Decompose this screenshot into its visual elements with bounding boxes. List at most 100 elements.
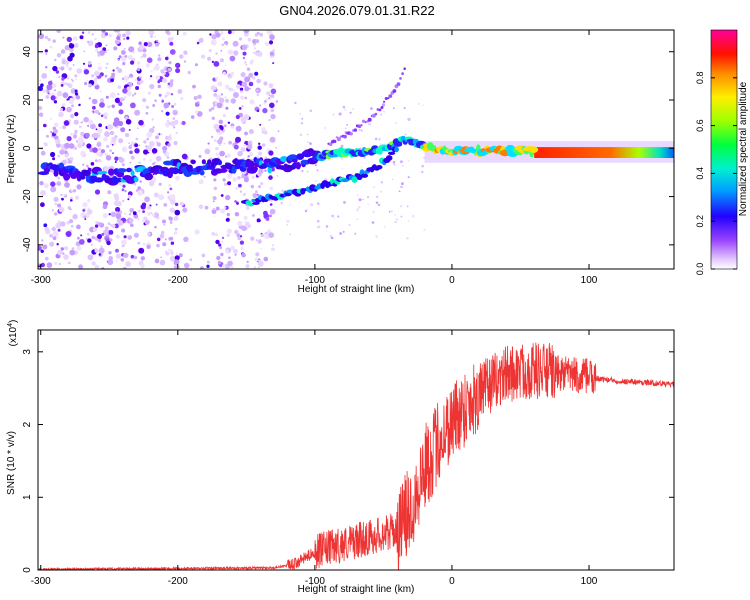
noise-point bbox=[228, 256, 231, 260]
noise-point bbox=[51, 209, 54, 212]
noise-point bbox=[147, 91, 151, 95]
noise-point bbox=[242, 192, 246, 197]
noise-point bbox=[162, 242, 167, 247]
noise-point bbox=[240, 90, 243, 93]
noise-point bbox=[317, 225, 321, 229]
spectrogram-xtick-label: -200 bbox=[168, 275, 188, 286]
noise-point bbox=[121, 228, 126, 233]
noise-point bbox=[210, 85, 216, 91]
noise-point bbox=[82, 202, 88, 208]
noise-point bbox=[130, 254, 135, 259]
noise-point bbox=[340, 157, 344, 161]
noise-point bbox=[56, 142, 61, 148]
noise-point bbox=[108, 33, 112, 38]
noise-point bbox=[165, 30, 170, 34]
noise-point bbox=[143, 140, 147, 144]
noise-point bbox=[56, 243, 59, 246]
noise-point bbox=[272, 49, 276, 52]
noise-point bbox=[51, 83, 57, 88]
noise-point bbox=[163, 102, 170, 109]
noise-point bbox=[219, 246, 223, 250]
diagonal-point bbox=[387, 97, 390, 100]
noise-point bbox=[265, 98, 269, 101]
snr-ytick-label: 3 bbox=[22, 349, 33, 355]
noise-point bbox=[56, 30, 61, 33]
noise-point bbox=[100, 149, 106, 154]
noise-point bbox=[39, 181, 44, 186]
noise-point bbox=[43, 183, 49, 189]
noise-point bbox=[222, 264, 226, 268]
noise-point bbox=[268, 232, 275, 239]
snr-ylabel: SNR (10 * v/v) bbox=[6, 431, 17, 495]
noise-point bbox=[64, 246, 69, 251]
noise-point bbox=[181, 153, 188, 160]
noise-point bbox=[94, 159, 98, 163]
noise-point bbox=[154, 258, 160, 264]
noise-point bbox=[94, 44, 99, 49]
diagonal-point bbox=[374, 112, 378, 116]
noise-point bbox=[198, 204, 204, 210]
noise-point bbox=[50, 95, 56, 101]
noise-point bbox=[123, 252, 129, 259]
colorbar-ticks: 0.0 0.2 0.4 0.6 0.8 bbox=[695, 72, 737, 275]
noise-point bbox=[255, 88, 257, 91]
noise-point bbox=[227, 173, 233, 179]
noise-point bbox=[252, 76, 256, 80]
noise-point bbox=[145, 112, 149, 115]
noise-point bbox=[40, 190, 46, 196]
noise-point bbox=[269, 186, 274, 191]
spectrogram-ytick-label: -20 bbox=[22, 189, 33, 204]
noise-point bbox=[231, 125, 235, 129]
noise-point bbox=[286, 219, 290, 223]
noise-point bbox=[74, 132, 77, 135]
noise-point bbox=[173, 264, 178, 269]
noise-point bbox=[258, 142, 261, 145]
noise-point bbox=[122, 184, 126, 188]
noise-point bbox=[243, 177, 249, 183]
noise-point bbox=[70, 199, 73, 202]
noise-point bbox=[230, 98, 236, 104]
noise-point bbox=[117, 68, 123, 73]
noise-point bbox=[147, 205, 151, 210]
noise-point bbox=[401, 182, 404, 186]
noise-point bbox=[46, 134, 49, 138]
noise-point bbox=[115, 234, 120, 239]
noise-point bbox=[38, 263, 41, 266]
noise-point bbox=[178, 253, 183, 258]
noise-point bbox=[175, 131, 178, 135]
noise-point bbox=[111, 224, 116, 229]
noise-point bbox=[250, 59, 254, 63]
noise-point bbox=[259, 32, 264, 37]
noise-point bbox=[175, 109, 178, 112]
noise-point bbox=[43, 123, 47, 128]
noise-point bbox=[406, 237, 409, 240]
noise-point bbox=[269, 51, 275, 56]
noise-point bbox=[289, 203, 291, 206]
noise-point bbox=[246, 260, 249, 263]
noise-point bbox=[40, 202, 45, 208]
noise-point bbox=[169, 49, 176, 55]
noise-point bbox=[107, 105, 111, 109]
noise-point bbox=[411, 214, 415, 218]
snr-series-line bbox=[38, 342, 674, 570]
noise-point bbox=[281, 189, 284, 192]
noise-point bbox=[392, 161, 396, 164]
noise-point bbox=[230, 30, 235, 35]
ridge-point bbox=[201, 159, 206, 165]
noise-point bbox=[270, 56, 272, 58]
diagonal-point bbox=[384, 97, 388, 100]
noise-point bbox=[117, 85, 122, 89]
noise-point bbox=[356, 218, 359, 221]
noise-point bbox=[56, 181, 62, 187]
ridge-point bbox=[81, 169, 91, 177]
noise-point bbox=[106, 240, 111, 246]
noise-point bbox=[134, 92, 137, 95]
noise-point bbox=[270, 88, 277, 95]
noise-point bbox=[417, 102, 420, 106]
noise-point bbox=[402, 165, 404, 167]
noise-point bbox=[224, 206, 227, 209]
diagonal-point bbox=[333, 139, 337, 143]
noise-point bbox=[172, 117, 175, 120]
noise-point bbox=[156, 39, 159, 43]
